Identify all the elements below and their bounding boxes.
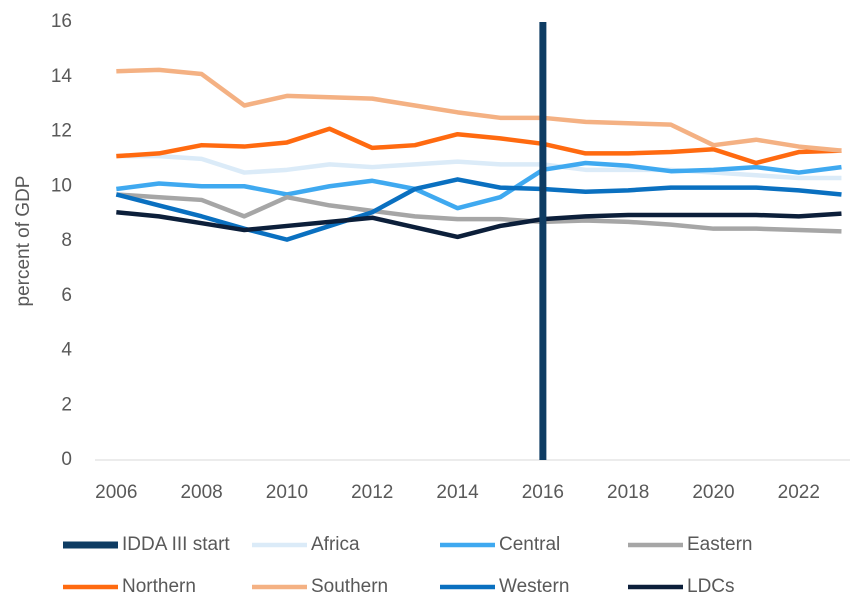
legend-label: IDDA III start [122, 534, 230, 555]
y-tick-label: 12 [51, 121, 72, 142]
y-tick-label: 0 [61, 449, 72, 470]
y-tick-label: 8 [61, 230, 72, 251]
y-tick-label: 6 [61, 285, 72, 306]
series-line [116, 192, 842, 234]
x-tick-label: 2006 [95, 482, 137, 503]
y-tick-label: 16 [51, 11, 72, 32]
series-line [116, 160, 842, 211]
x-tick-label: 2016 [522, 482, 564, 503]
y-tick-label: 14 [51, 66, 73, 87]
x-tick-label: 2010 [266, 482, 308, 503]
series-line [116, 153, 842, 181]
series-line [116, 210, 842, 240]
series-line [115, 177, 842, 242]
x-tick-label: 2020 [692, 482, 734, 503]
legend-label: Central [499, 534, 560, 555]
legend-label: Northern [122, 576, 196, 597]
x-tick-label: 2022 [778, 482, 820, 503]
y-tick-label: 10 [51, 175, 72, 196]
legend-label: Africa [311, 534, 360, 555]
legend-label: Western [499, 576, 569, 597]
series-line [116, 126, 842, 166]
series-line [116, 67, 842, 153]
x-tick-label: 2014 [436, 482, 479, 503]
x-tick-label: 2012 [351, 482, 393, 503]
y-axis-label: percent of GDP [13, 176, 34, 307]
legend-label: Southern [311, 576, 388, 597]
x-tick-label: 2008 [180, 482, 222, 503]
legend-label: LDCs [687, 576, 735, 597]
legend-label: Eastern [687, 534, 752, 555]
x-tick-label: 2018 [607, 482, 649, 503]
y-tick-label: 4 [61, 340, 72, 361]
y-tick-label: 2 [61, 394, 72, 415]
